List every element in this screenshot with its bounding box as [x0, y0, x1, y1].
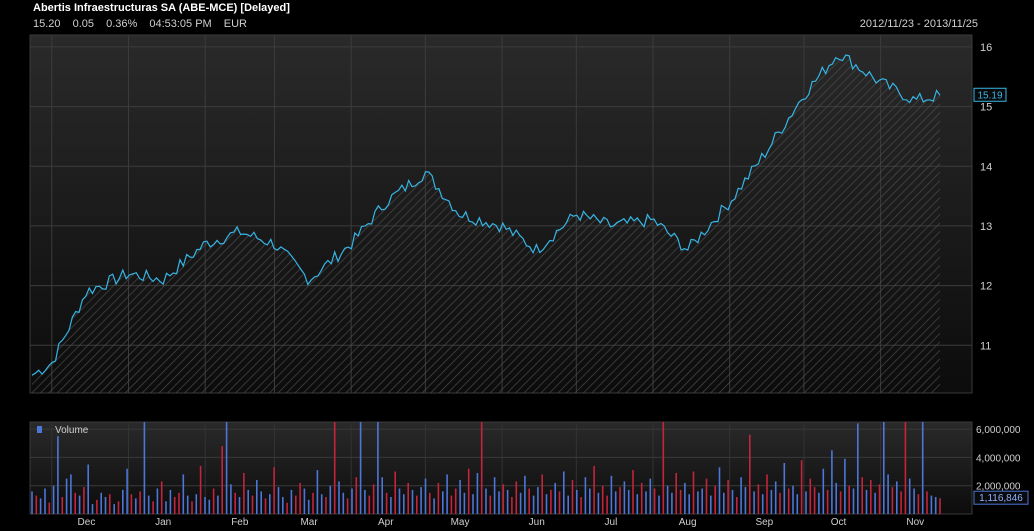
price-change-percent: 0.36%: [106, 18, 138, 30]
y-tick-label: 16: [980, 42, 992, 54]
y-tick-label: 13: [980, 221, 992, 233]
y-tick-label: 15: [980, 102, 992, 114]
x-tick-label: Jun: [529, 517, 545, 528]
x-tick-label: Mar: [300, 517, 318, 528]
last-price-badge-label: 15.19: [977, 90, 1002, 101]
x-tick-label: Jul: [605, 517, 618, 528]
quote-time: 04:53:05 PM: [149, 18, 212, 30]
x-tick-label: Sep: [755, 517, 773, 528]
volume-legend-label: Volume: [55, 425, 89, 436]
y-tick-label: 12: [980, 281, 992, 293]
last-price-badge: [973, 87, 1007, 102]
y-tick-label: 11: [980, 340, 991, 352]
volume-legend-swatch: [37, 426, 42, 433]
last-price: 15.20: [33, 18, 61, 30]
volume-tick-label: 4,000,000: [976, 453, 1021, 464]
x-tick-label: Jan: [155, 517, 171, 528]
price-change: 0.05: [72, 18, 95, 30]
volume-tick-label: 2,000,000: [976, 482, 1021, 493]
x-tick-label: Nov: [906, 517, 924, 528]
currency: EUR: [223, 18, 248, 30]
x-tick-label: Aug: [679, 517, 697, 528]
quote-line: 15.20 0.05 0.36% 04:53:05 PM EUR: [33, 18, 256, 30]
x-tick-label: Oct: [831, 517, 847, 528]
x-tick-label: May: [451, 517, 470, 528]
x-tick-label: Dec: [78, 517, 96, 528]
y-tick-label: 14: [980, 161, 992, 173]
date-range: 2012/11/23 - 2013/11/25: [859, 18, 978, 30]
volume-panel-background: [29, 421, 973, 515]
last-volume-badge-label: 1,116,846: [979, 493, 1023, 504]
x-tick-label: Feb: [231, 517, 249, 528]
x-tick-label: Apr: [378, 517, 394, 528]
chart-title: Abertis Infraestructuras SA (ABE-MCE) [D…: [33, 2, 290, 14]
price-line: [31, 54, 941, 376]
last-volume-badge: [973, 490, 1029, 505]
price-area-fill: [32, 55, 940, 393]
volume-tick-label: 6,000,000: [976, 425, 1021, 436]
